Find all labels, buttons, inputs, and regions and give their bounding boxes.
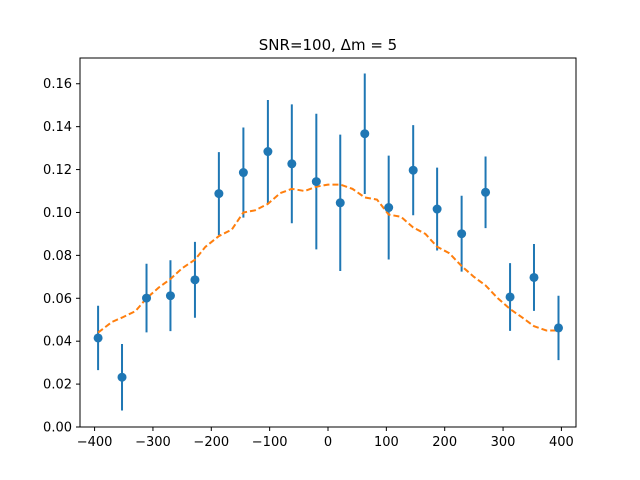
x-tick-label: −100	[252, 435, 288, 450]
plot-marks	[93, 73, 563, 411]
data-point	[93, 333, 103, 343]
chart-title: SNR=100, Δm = 5	[259, 36, 397, 54]
data-point	[311, 177, 321, 187]
y-tick-label: 0.06	[43, 292, 72, 307]
y-tick-label: 0.02	[43, 378, 72, 393]
data-point	[408, 165, 418, 175]
data-point	[335, 198, 345, 208]
data-point	[432, 204, 442, 214]
y-tick-label: 0.10	[43, 206, 72, 221]
data-point	[553, 323, 563, 333]
data-point	[142, 293, 152, 303]
y-tick-label: 0.08	[43, 249, 72, 264]
data-point	[165, 291, 175, 301]
x-tick-label: −200	[193, 435, 229, 450]
y-tick-label: 0.14	[43, 120, 72, 135]
data-point	[457, 229, 467, 239]
data-point	[360, 129, 370, 139]
data-point	[117, 372, 127, 382]
data-point	[190, 275, 200, 285]
axes-frame	[79, 57, 577, 428]
data-point	[263, 147, 273, 157]
x-tick-label: 0	[324, 435, 332, 450]
data-point	[287, 159, 297, 169]
data-point	[384, 203, 394, 213]
y-tick-label: 0.12	[43, 163, 72, 178]
y-tick-label: 0.00	[43, 421, 72, 436]
x-tick-label: 300	[491, 435, 516, 450]
y-axis: 0.00 0.02 0.04 0.06 0.08 0.10 0.12 0.14 0.16	[43, 77, 80, 436]
x-tick-label: 400	[549, 435, 574, 450]
y-tick-label: 0.16	[43, 77, 72, 92]
data-point	[529, 272, 539, 282]
x-tick-label: 200	[432, 435, 457, 450]
model-curve-line	[97, 183, 559, 334]
x-axis: −400 −300 −200 −100 0 100 200 300 400	[77, 427, 574, 450]
data-point	[505, 292, 515, 302]
data-point	[214, 189, 224, 199]
data-point	[238, 168, 248, 178]
x-tick-label: −300	[135, 435, 171, 450]
x-tick-label: 100	[374, 435, 399, 450]
x-tick-label: −400	[77, 435, 113, 450]
y-tick-label: 0.04	[43, 335, 72, 350]
data-point	[481, 187, 491, 197]
